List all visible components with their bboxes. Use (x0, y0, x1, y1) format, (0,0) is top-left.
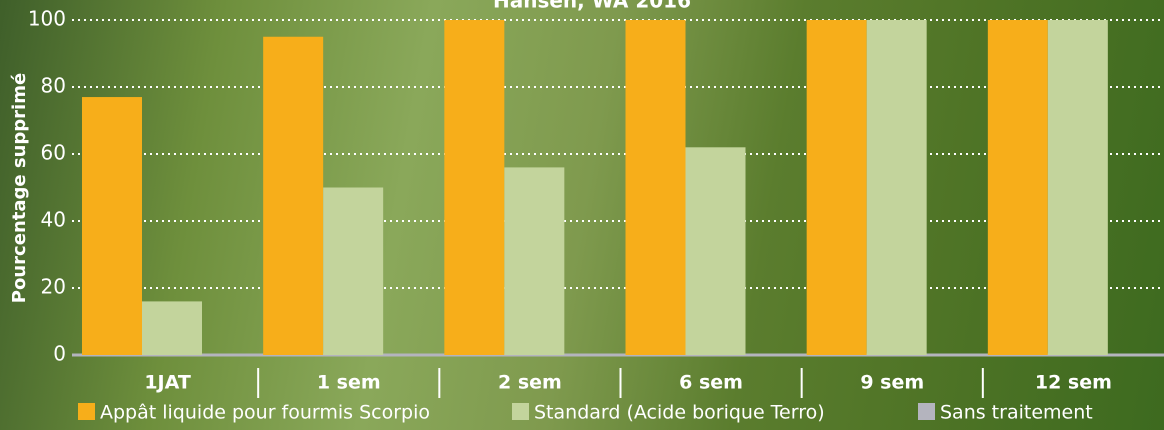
y-axis-label: Pourcentage supprimé (9, 73, 30, 303)
x-tick-label: 1 sem (317, 372, 381, 394)
page: {"chart_data": {"type": "bar", "title": … (0, 0, 1164, 430)
y-tick-label: 0 (53, 342, 66, 366)
y-tick-label: 60 (41, 141, 66, 165)
bar (626, 20, 686, 355)
bar (504, 167, 564, 355)
bar (686, 147, 746, 355)
legend-label: Sans traitement (940, 402, 1093, 424)
x-tick-label: 6 sem (679, 372, 743, 394)
legend-label: Standard (Acide borique Terro) (534, 402, 825, 424)
bar (263, 37, 323, 355)
x-tick-label: 9 sem (860, 372, 924, 394)
chart: Hansen, WA 2016 Pourcentage supprimé 0 20… (0, 0, 1164, 430)
y-tick-label: 40 (41, 208, 66, 232)
legend-label: Appât liquide pour fourmis Scorpio (100, 402, 430, 424)
x-tick-label: 2 sem (498, 372, 562, 394)
bar (1048, 20, 1108, 355)
bar (444, 20, 504, 355)
x-tick-label: 12 sem (1035, 372, 1112, 394)
y-tick-label: 80 (41, 74, 66, 98)
y-tick-label: 100 (28, 7, 66, 31)
legend-swatch (918, 403, 935, 420)
bar (867, 20, 927, 355)
legend-swatch (512, 403, 529, 420)
y-tick-label: 20 (41, 275, 66, 299)
x-tick-label: 1JAT (144, 372, 191, 394)
bar (142, 301, 202, 355)
bar (82, 97, 142, 355)
bar (323, 188, 383, 356)
legend-swatch (78, 403, 95, 420)
chart-title: Hansen, WA 2016 (493, 0, 691, 13)
bar (988, 20, 1048, 355)
bar (807, 20, 867, 355)
